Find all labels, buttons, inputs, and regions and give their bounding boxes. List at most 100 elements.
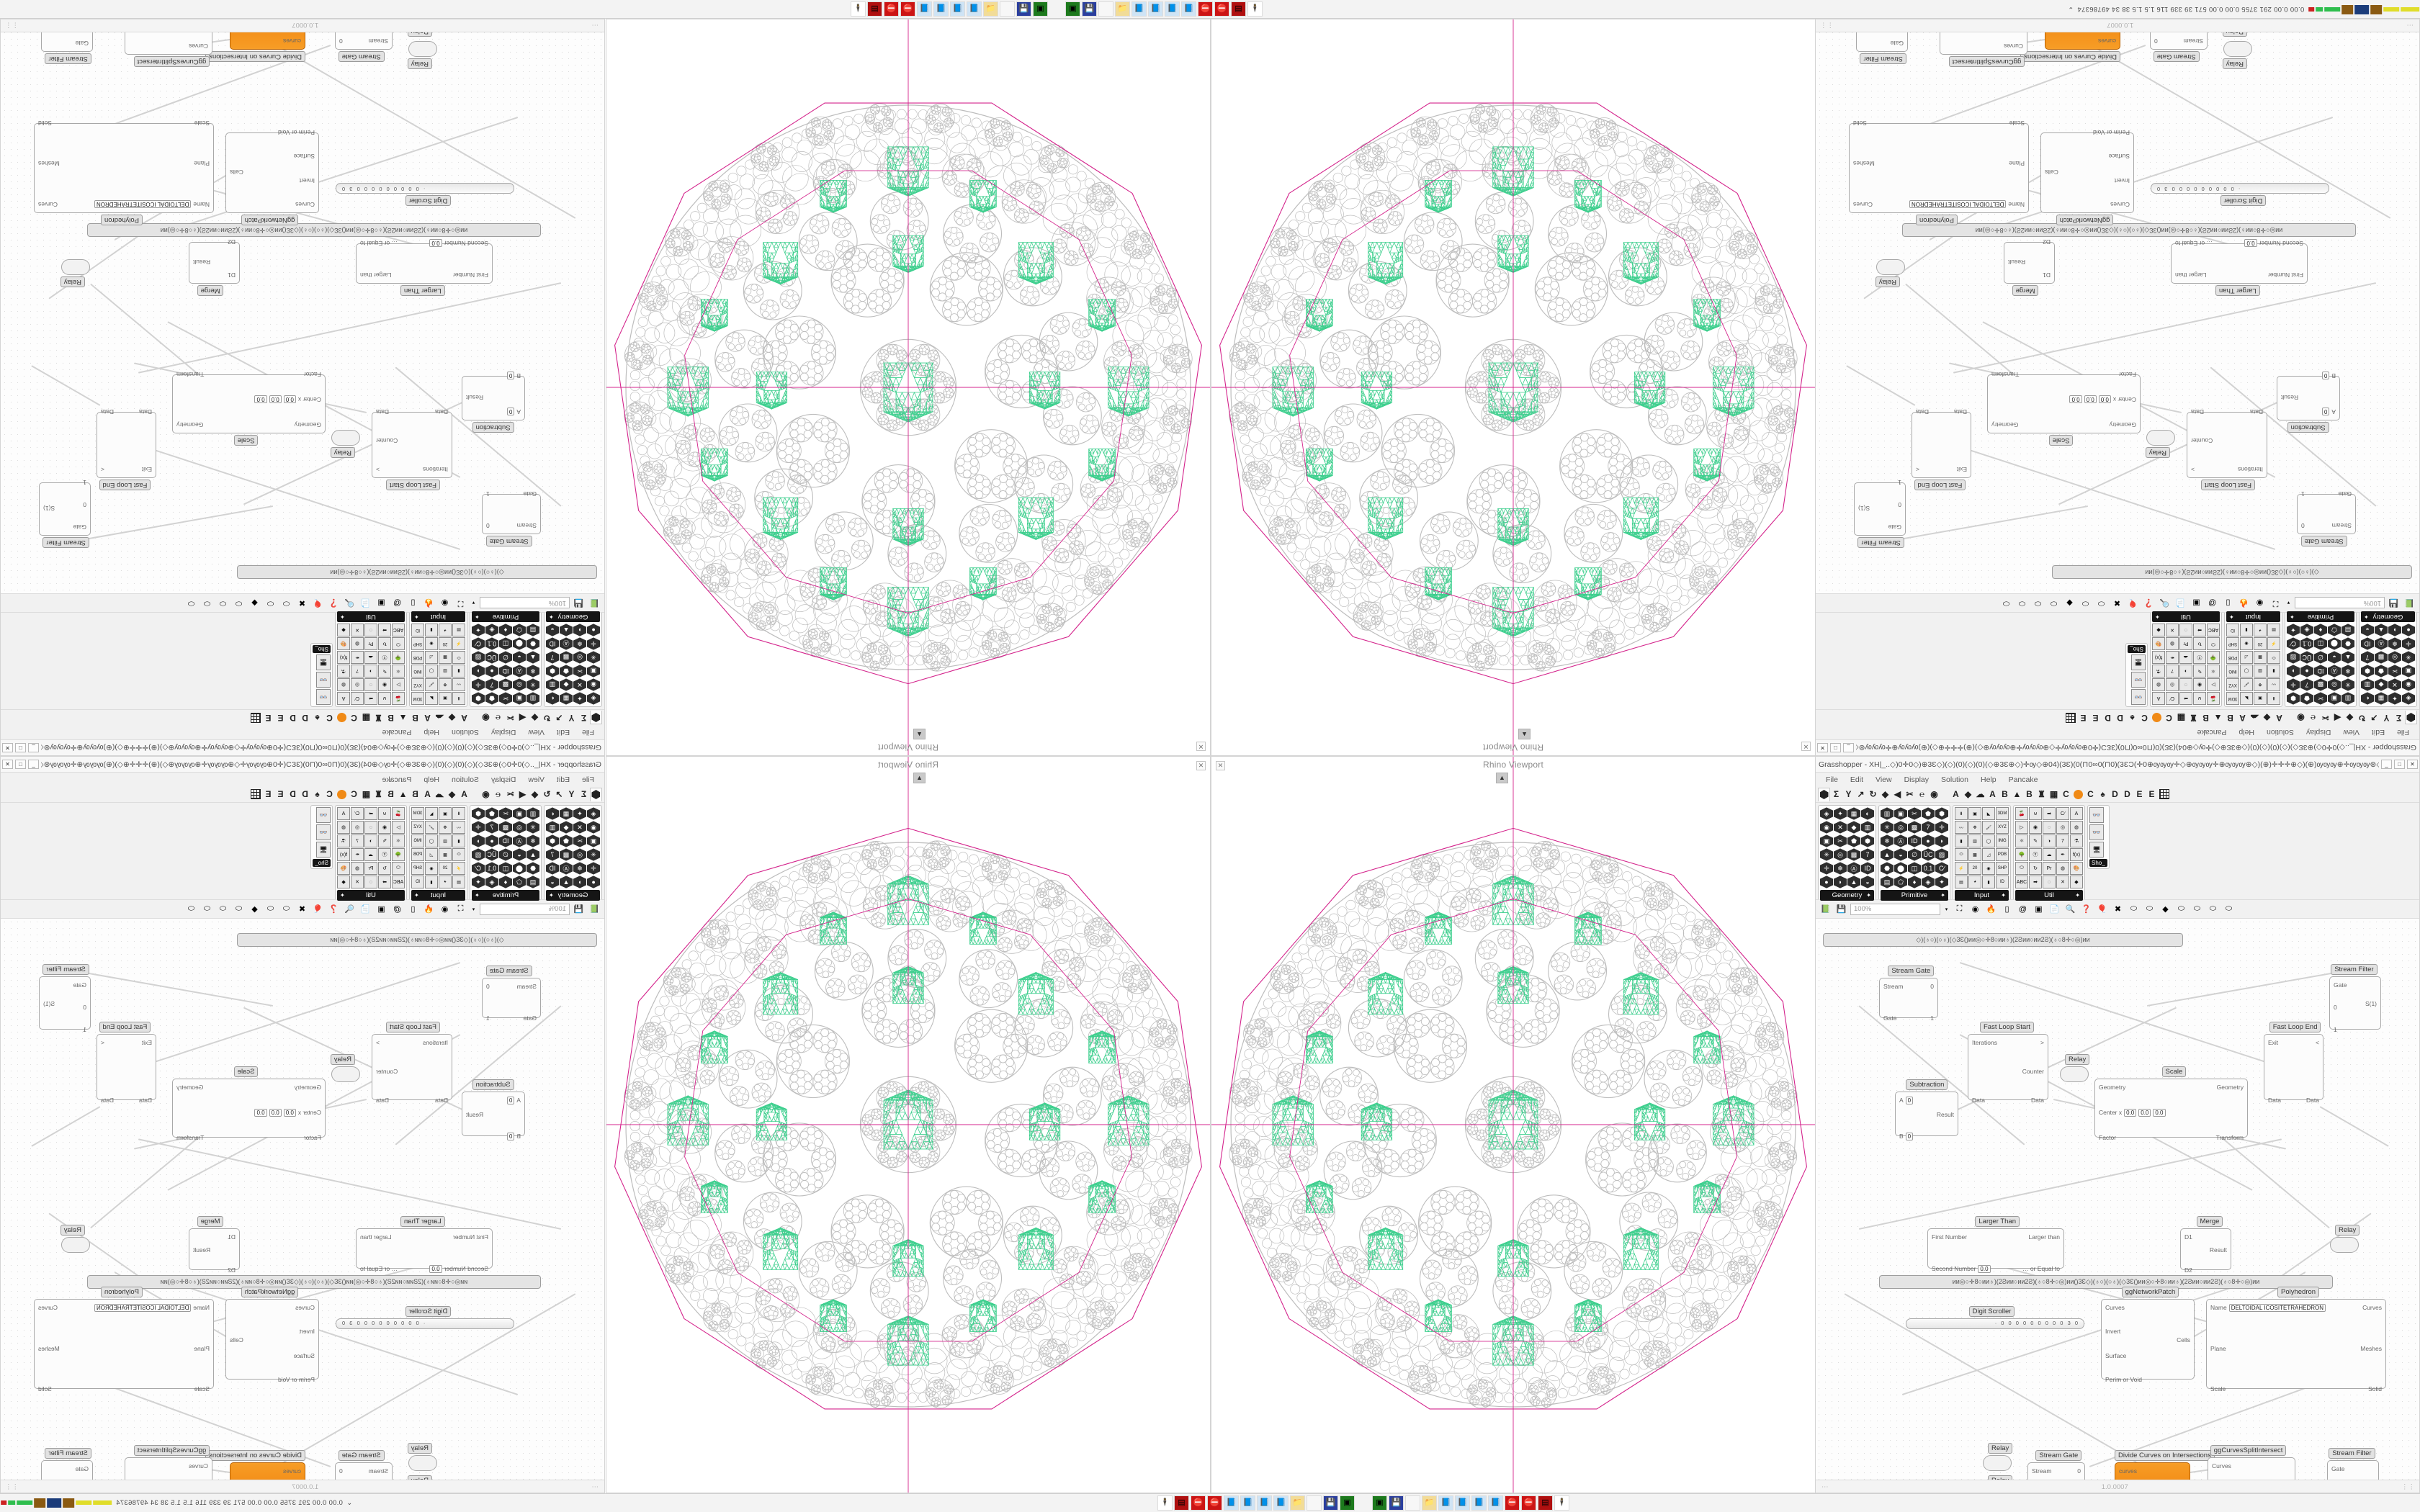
component-icon-geometry-2-3[interactable]: ⬢ <box>1861 834 1874 847</box>
component-icon-geometry-3-0[interactable]: ✳ <box>587 848 600 861</box>
component-icon-util-0-3[interactable]: C∕ <box>351 692 364 705</box>
ribbon-tab-left-2[interactable]: Y <box>565 711 578 725</box>
component-icon-geometry-2-1[interactable]: ✂ <box>2388 665 2401 678</box>
component-icon-primitive-1-4[interactable]: ✛ <box>472 821 485 834</box>
menu-item-display[interactable]: Display <box>491 775 516 784</box>
relay-3[interactable] <box>408 41 437 57</box>
stream-filter-1[interactable]: Gate 0 1 S(1) <box>39 479 91 536</box>
ribbon-tab-right-10[interactable] <box>2072 788 2084 801</box>
gg-network-patch-out-0[interactable]: Cells <box>2177 1336 2190 1344</box>
component-icon-primitive-1-3[interactable]: 7 <box>485 821 498 834</box>
component-icon-geometry-5-1[interactable]: ◗ <box>573 876 586 888</box>
ribbon-tab-right-6[interactable]: B <box>385 788 397 801</box>
component-icon-primitive-2-1[interactable]: Ⓐ <box>1894 834 1907 847</box>
merge-in-1[interactable]: D2 <box>228 238 236 246</box>
window-title-bar[interactable]: Grasshopper - XH|_..◇)0✛0◇)⊕3Ɛ◇)(◇)(0)(◇… <box>1815 739 2419 755</box>
merge-in-0[interactable]: D1 <box>2184 1233 2192 1241</box>
stream-gate-1-out-0[interactable]: 0 <box>486 522 490 529</box>
at-icon[interactable]: @ <box>390 902 404 916</box>
component-icon-geometry-4-0[interactable]: ✛ <box>1820 862 1833 875</box>
stream-gate-1-in-1[interactable]: Gate <box>524 490 537 498</box>
scale-1-out-1[interactable]: Transform <box>176 1134 204 1141</box>
merge[interactable]: D1 D2 Result <box>2180 1228 2231 1274</box>
stream-gate-1-out-1[interactable]: 1 <box>1930 1014 1934 1022</box>
stream-gate-1-out-1[interactable]: 1 <box>486 490 490 498</box>
component-icon-util-0-1[interactable]: ⊍ <box>2029 807 2042 820</box>
viewport-scroll-up-button[interactable]: ▲ <box>913 729 926 739</box>
ribbon-tab-right-17[interactable] <box>2065 711 2077 725</box>
notepad-icon[interactable]: 📘 <box>1181 1 1196 17</box>
component-icon-input-4-1[interactable]: 20 <box>439 637 452 650</box>
larger-than[interactable]: First Number Second Number0.0 Larger than …… <box>356 239 493 284</box>
widget-teal-icon[interactable]: ⬭ <box>232 902 246 916</box>
component-palette[interactable]: ◈ ✦ ▦ ◐ ◉ ✕ ◆ ▥ ▣ ✂ ⬟ ⬢ ✳ ◎ ▩ 7 ✛ ❄ Ⓐ ID ● ◗ ▲ ◒ Geometry ✦ ▥ ▣ ✂ ⬟ ⬢ ✳… <box>1816 803 2419 903</box>
component-icon-primitive-2-4[interactable]: ◗ <box>472 665 485 678</box>
component-icon-input-4-0[interactable]: ⚡ <box>2267 637 2280 650</box>
palette-group-geometry[interactable]: ◈ ✦ ▦ ◐ ◉ ✕ ◆ ▥ ▣ ✂ ⬟ ⬢ ✳ ◎ ▩ 7 ✛ ❄ Ⓐ ID ● ◗ ▲ ◒ Geometry ✦ <box>1818 805 1876 903</box>
merge-out-0[interactable]: Result <box>2210 1246 2227 1254</box>
ribbon-tab-right-8[interactable]: ▦ <box>2175 711 2187 725</box>
stream-filter-2-in-0[interactable]: Gate <box>2331 1465 2344 1472</box>
fast-loop-end-out-1[interactable]: Data <box>101 408 114 415</box>
component-icon-geometry-2-1[interactable]: ✂ <box>573 665 586 678</box>
component-icon-util-0-0[interactable]: 🍒 <box>392 692 405 705</box>
component-icon-input-2-0[interactable]: ▮ <box>1955 834 1968 847</box>
scale-1-out-1[interactable]: Transform <box>1991 371 2019 378</box>
component-icon-primitive-3-0[interactable]: ▲ <box>526 651 539 664</box>
maximize-button[interactable]: □ <box>2394 760 2405 769</box>
blank-icon[interactable] <box>1000 1 1015 17</box>
component-icon-primitive-5-4[interactable]: ✦ <box>1935 876 1948 888</box>
component-icon-primitive-5-1[interactable]: ⬠ <box>2328 624 2341 636</box>
menu-bar[interactable]: File Edit View Display Solution Help Pancake <box>0 773 604 786</box>
component-icon-primitive-4-2[interactable]: ◫ <box>499 862 512 875</box>
save-icon[interactable]: 💾 <box>572 596 586 610</box>
component-icon-input-5-3[interactable]: ID <box>1996 876 2009 888</box>
menu-item-pancake[interactable]: Pancake <box>2009 775 2038 784</box>
relay-2[interactable] <box>1876 259 1905 275</box>
fast-loop-start-out-1[interactable]: Counter <box>376 1068 398 1075</box>
blank-icon[interactable] <box>1098 1 1113 17</box>
widget-orange-icon[interactable]: ⬭ <box>2015 596 2029 610</box>
larger-than-out-0[interactable]: Larger than <box>2175 271 2206 279</box>
polyhedron[interactable]: NameDELTOIDAL ICOSITETRAHEDRON Plane Scale… <box>34 1299 214 1392</box>
component-icon-geometry-4-0[interactable]: ✛ <box>587 637 600 650</box>
component-icon-geometry-5-2[interactable]: ▲ <box>560 876 573 888</box>
fast-loop-start-out-0[interactable]: > <box>2191 466 2195 473</box>
rhino-viewport-bottom-left[interactable]: ✕ Rhino Viewport ▲ <box>606 756 1211 1493</box>
taskbar-bottom[interactable]: ⌄ 0.00 0.00 291 3755 0.00 0.00 571 39 33… <box>0 1493 2420 1512</box>
ribbon-tab-left-9[interactable]: ◉ <box>480 711 492 725</box>
ribbon-tab-left-4[interactable]: ↻ <box>2356 711 2368 725</box>
component-icon-input-3-1[interactable]: ▩ <box>2254 651 2267 664</box>
gg-network-patch[interactable]: Curves Invert Surface Perim or Void Cells <box>225 129 319 213</box>
larger-than-in-1[interactable]: Second Number0.0 <box>2244 239 2303 247</box>
larger-than-param-value[interactable]: 0.0 <box>429 1265 442 1273</box>
component-icon-input-5-3[interactable]: ID <box>411 876 424 888</box>
component-icon-util-1-4[interactable]: ◍ <box>337 821 350 834</box>
larger-than-param-value[interactable]: 0.0 <box>2244 239 2257 247</box>
component-icon-geometry-2-0[interactable]: ▣ <box>1820 834 1833 847</box>
subtraction-in-0[interactable]: A0 <box>506 408 521 415</box>
component-icon-input-5-0[interactable]: ▤ <box>452 876 465 888</box>
gg-curves-split[interactable]: CurvesTolSplitPolySplittersCurves <box>125 1457 212 1480</box>
component-icon-input-4-1[interactable]: 20 <box>2254 637 2267 650</box>
ribbon-tab-right-3[interactable]: A <box>2236 711 2249 725</box>
component-icon-input-4-2[interactable]: ◉ <box>2240 637 2253 650</box>
stop-red-icon[interactable]: ⛔ <box>1198 1 1213 17</box>
stream-filter-1-out-0[interactable]: S(1) <box>2365 1000 2377 1007</box>
divide-curves-in-0[interactable]: curves <box>2119 1467 2137 1475</box>
minimize-button[interactable]: _ <box>28 743 39 752</box>
search-icon[interactable]: 🔍 <box>2158 596 2172 610</box>
ribbon-tab-right-3[interactable]: A <box>1986 788 1999 801</box>
scale-1[interactable]: Geometry Center x0.00.00.0 Factor Geometry T… <box>172 371 326 433</box>
component-icon-primitive-3-1[interactable]: ◒ <box>513 651 526 664</box>
component-icon-input-2-1[interactable]: ▥ <box>2254 665 2267 678</box>
fast-loop-start-out-1[interactable]: Counter <box>376 437 398 444</box>
grasshopper-window[interactable]: Grasshopper - XH|_..◇)0✛0◇)⊕3Ɛ◇)(◇)(0)(◇… <box>0 19 604 755</box>
subtraction-param-value[interactable]: 0 <box>506 1097 515 1104</box>
component-icon-util-2-2[interactable]: ◑ <box>364 665 377 678</box>
component-icon-primitive-5-4[interactable]: ✦ <box>2287 624 2300 636</box>
component-icon-util-2-3[interactable]: 7 <box>351 834 364 847</box>
ribbon-tab-right-5[interactable]: ▲ <box>397 788 409 801</box>
menu-item-solution[interactable]: Solution <box>452 775 479 784</box>
ribbon-tab-right-15[interactable]: E <box>274 711 287 725</box>
